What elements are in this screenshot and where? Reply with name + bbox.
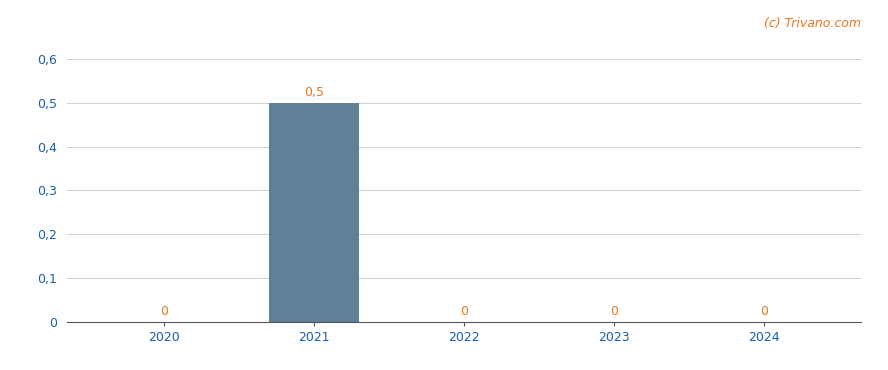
Bar xyxy=(269,103,359,322)
Text: (c) Trivano.com: (c) Trivano.com xyxy=(765,17,861,30)
Text: 0: 0 xyxy=(460,305,468,319)
Text: 0: 0 xyxy=(160,305,168,319)
Text: 0,5: 0,5 xyxy=(304,86,324,99)
Text: 0: 0 xyxy=(760,305,768,319)
Text: 0: 0 xyxy=(610,305,618,319)
